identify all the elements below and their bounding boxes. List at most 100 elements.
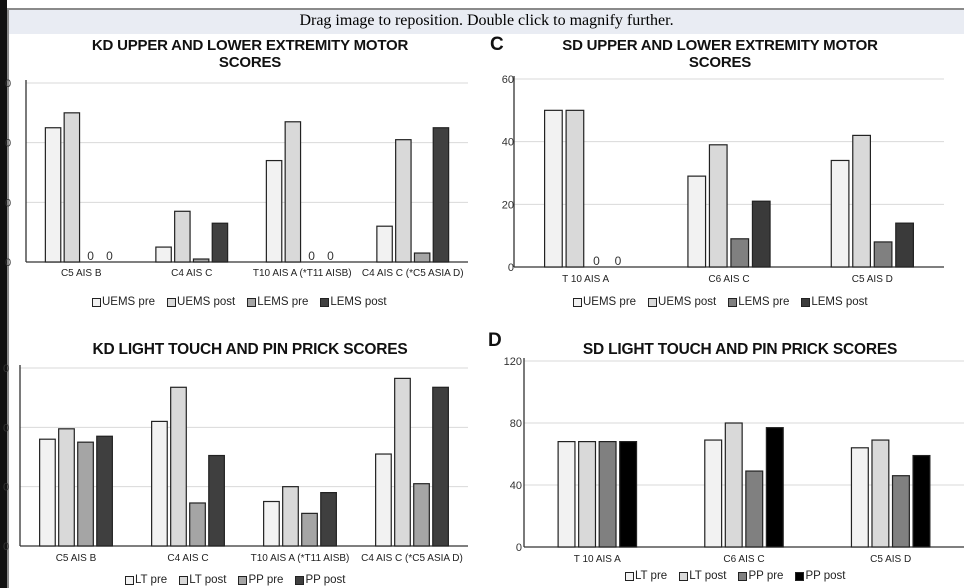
chart-b-bar (170, 386, 187, 547)
chart-b-legend-swatch (238, 575, 248, 585)
chart-a-legend-item: LEMS post (320, 296, 387, 308)
chart-b-bar (151, 420, 168, 547)
chart-c-bar (730, 238, 750, 268)
chart-d-legend-swatch (625, 571, 634, 581)
chart-a-category-label: C5 AIS B (61, 268, 102, 279)
chart-b-legend-label: PP pre (248, 574, 284, 586)
chart-c-legend-swatch (573, 297, 582, 307)
chart-a-legend-swatch (247, 297, 257, 307)
chart-a-title-line2: SCORES (218, 54, 282, 71)
chart-a-ytick-label: 0 (5, 138, 11, 150)
chart-c-title: SD UPPER AND LOWER EXTREMITY MOTOR SCORE… (510, 37, 930, 71)
chart-c-bar (687, 175, 707, 268)
chart-b-ytick-label: 0 (3, 422, 9, 434)
chart-a-zero-label: 0 (327, 249, 334, 263)
chart-d-legend-swatch (679, 571, 689, 581)
chart-c-legend-item: LEMS pre (728, 296, 789, 308)
chart-b-legend-swatch (125, 575, 134, 585)
chart-b-bar (320, 492, 337, 547)
chart-d-legend-swatch (738, 571, 748, 581)
chart-a-zero-label: 0 (106, 249, 113, 263)
chart-d-legend-item: LT post (679, 570, 726, 582)
chart-b-bar (189, 502, 206, 547)
chart-d-legend-label: PP pre (748, 570, 784, 582)
chart-d-legend: LT pre LT post PP pre PP post (625, 570, 846, 582)
chart-d-category-label: C5 AIS D (870, 554, 911, 565)
chart-b-bar (77, 441, 94, 547)
chart-b-legend: LT pre LT post PP pre PP post (125, 574, 346, 586)
chart-b-title-line1: KD LIGHT TOUCH AND PIN PRICK SCORES (92, 341, 408, 358)
chart-b-bar (96, 435, 113, 547)
chart-b-ytick-label: 0 (3, 541, 9, 553)
chart-a-legend-swatch (320, 297, 330, 307)
chart-b-category-label: C4 AIS C (167, 553, 208, 564)
chart-a-ytick-label: 0 (5, 197, 11, 209)
chart-d-legend-item: PP pre (738, 570, 783, 582)
chart-d-legend-label: LT pre (635, 570, 668, 582)
chart-d-category-label: T 10 AIS A (574, 554, 621, 565)
chart-a-bar (413, 252, 431, 263)
chart-a-legend-label: LEMS post (330, 296, 387, 308)
chart-d-legend-label: LT post (689, 570, 727, 582)
chart-d-bar (745, 470, 764, 548)
chart-b-legend-item: PP pre (238, 574, 283, 586)
chart-a-bar (284, 121, 302, 263)
chart-b-bar (375, 453, 392, 547)
chart-c-ytick-label: 0 (508, 262, 514, 274)
chart-a-bar (265, 159, 283, 263)
chart-a-bar (395, 139, 412, 263)
chart-b-bar (394, 377, 411, 547)
chart-c-legend-label: LEMS pre (738, 296, 790, 308)
chart-a-legend-item: LEMS pre (247, 296, 308, 308)
chart-d-ytick-label: 120 (504, 356, 522, 368)
chart-a-bar (192, 258, 210, 263)
chart-c-bar (565, 109, 585, 268)
chart-b-title: KD LIGHT TOUCH AND PIN PRICK SCORES (40, 341, 460, 358)
chart-d-bar (724, 422, 743, 548)
chart-c-category-label: C5 AIS D (852, 274, 893, 285)
chart-b-ytick-label: 0 (3, 363, 9, 375)
chart-d-bar (850, 447, 869, 548)
chart-d-bar (912, 454, 931, 548)
chart-c-category-label: T 10 AIS A (562, 274, 609, 285)
chart-c-bar (830, 159, 850, 268)
viewer-left-edge (0, 0, 7, 588)
chart-b-legend-swatch (179, 575, 189, 585)
chart-a-legend-item: UEMS pre (92, 296, 155, 308)
chart-c-legend-label: UEMS post (658, 296, 717, 308)
chart-c-legend-item: LEMS post (801, 296, 868, 308)
chart-a-bar (432, 127, 450, 263)
chart-a-bar (174, 210, 191, 263)
chart-c-legend: UEMS pre UEMS post LEMS pre LEMS post (573, 296, 868, 308)
chart-a-zero-label: 0 (308, 249, 315, 263)
chart-c-ytick-label: 20 (502, 199, 514, 211)
chart-b-bar (208, 454, 225, 547)
chart-b-bar (58, 428, 75, 547)
chart-d-ytick-label: 80 (510, 418, 522, 430)
chart-d-bar (704, 439, 723, 548)
chart-b-legend-label: LT pre (135, 574, 168, 586)
chart-a-title: KD UPPER AND LOWER EXTREMITY MOTOR SCORE… (40, 37, 460, 71)
chart-a-legend: UEMS pre UEMS post LEMS pre LEMS post (92, 296, 387, 308)
chart-c-bar (873, 241, 893, 268)
chart-d-legend-label: PP post (805, 570, 846, 582)
chart-a-legend-swatch (92, 297, 101, 307)
chart-a-bar (44, 127, 62, 263)
chart-c-category-label: C6 AIS C (708, 274, 749, 285)
chart-d-bar (557, 441, 576, 548)
chart-c-ytick-label: 60 (502, 74, 514, 86)
chart-c-bar (708, 144, 728, 268)
chart-b-ytick-label: 0 (3, 482, 9, 494)
chart-a-zero-label: 0 (87, 249, 94, 263)
chart-d-legend-swatch (795, 571, 805, 581)
chart-c-legend-swatch (801, 297, 811, 307)
chart-c-bar (751, 200, 771, 268)
chart-b-bar (39, 438, 56, 547)
chart-b-category-label: T10 AIS A (*T11 AISB) (251, 553, 350, 564)
chart-a-legend-label: UEMS post (177, 296, 236, 308)
chart-d-bar (891, 475, 910, 548)
